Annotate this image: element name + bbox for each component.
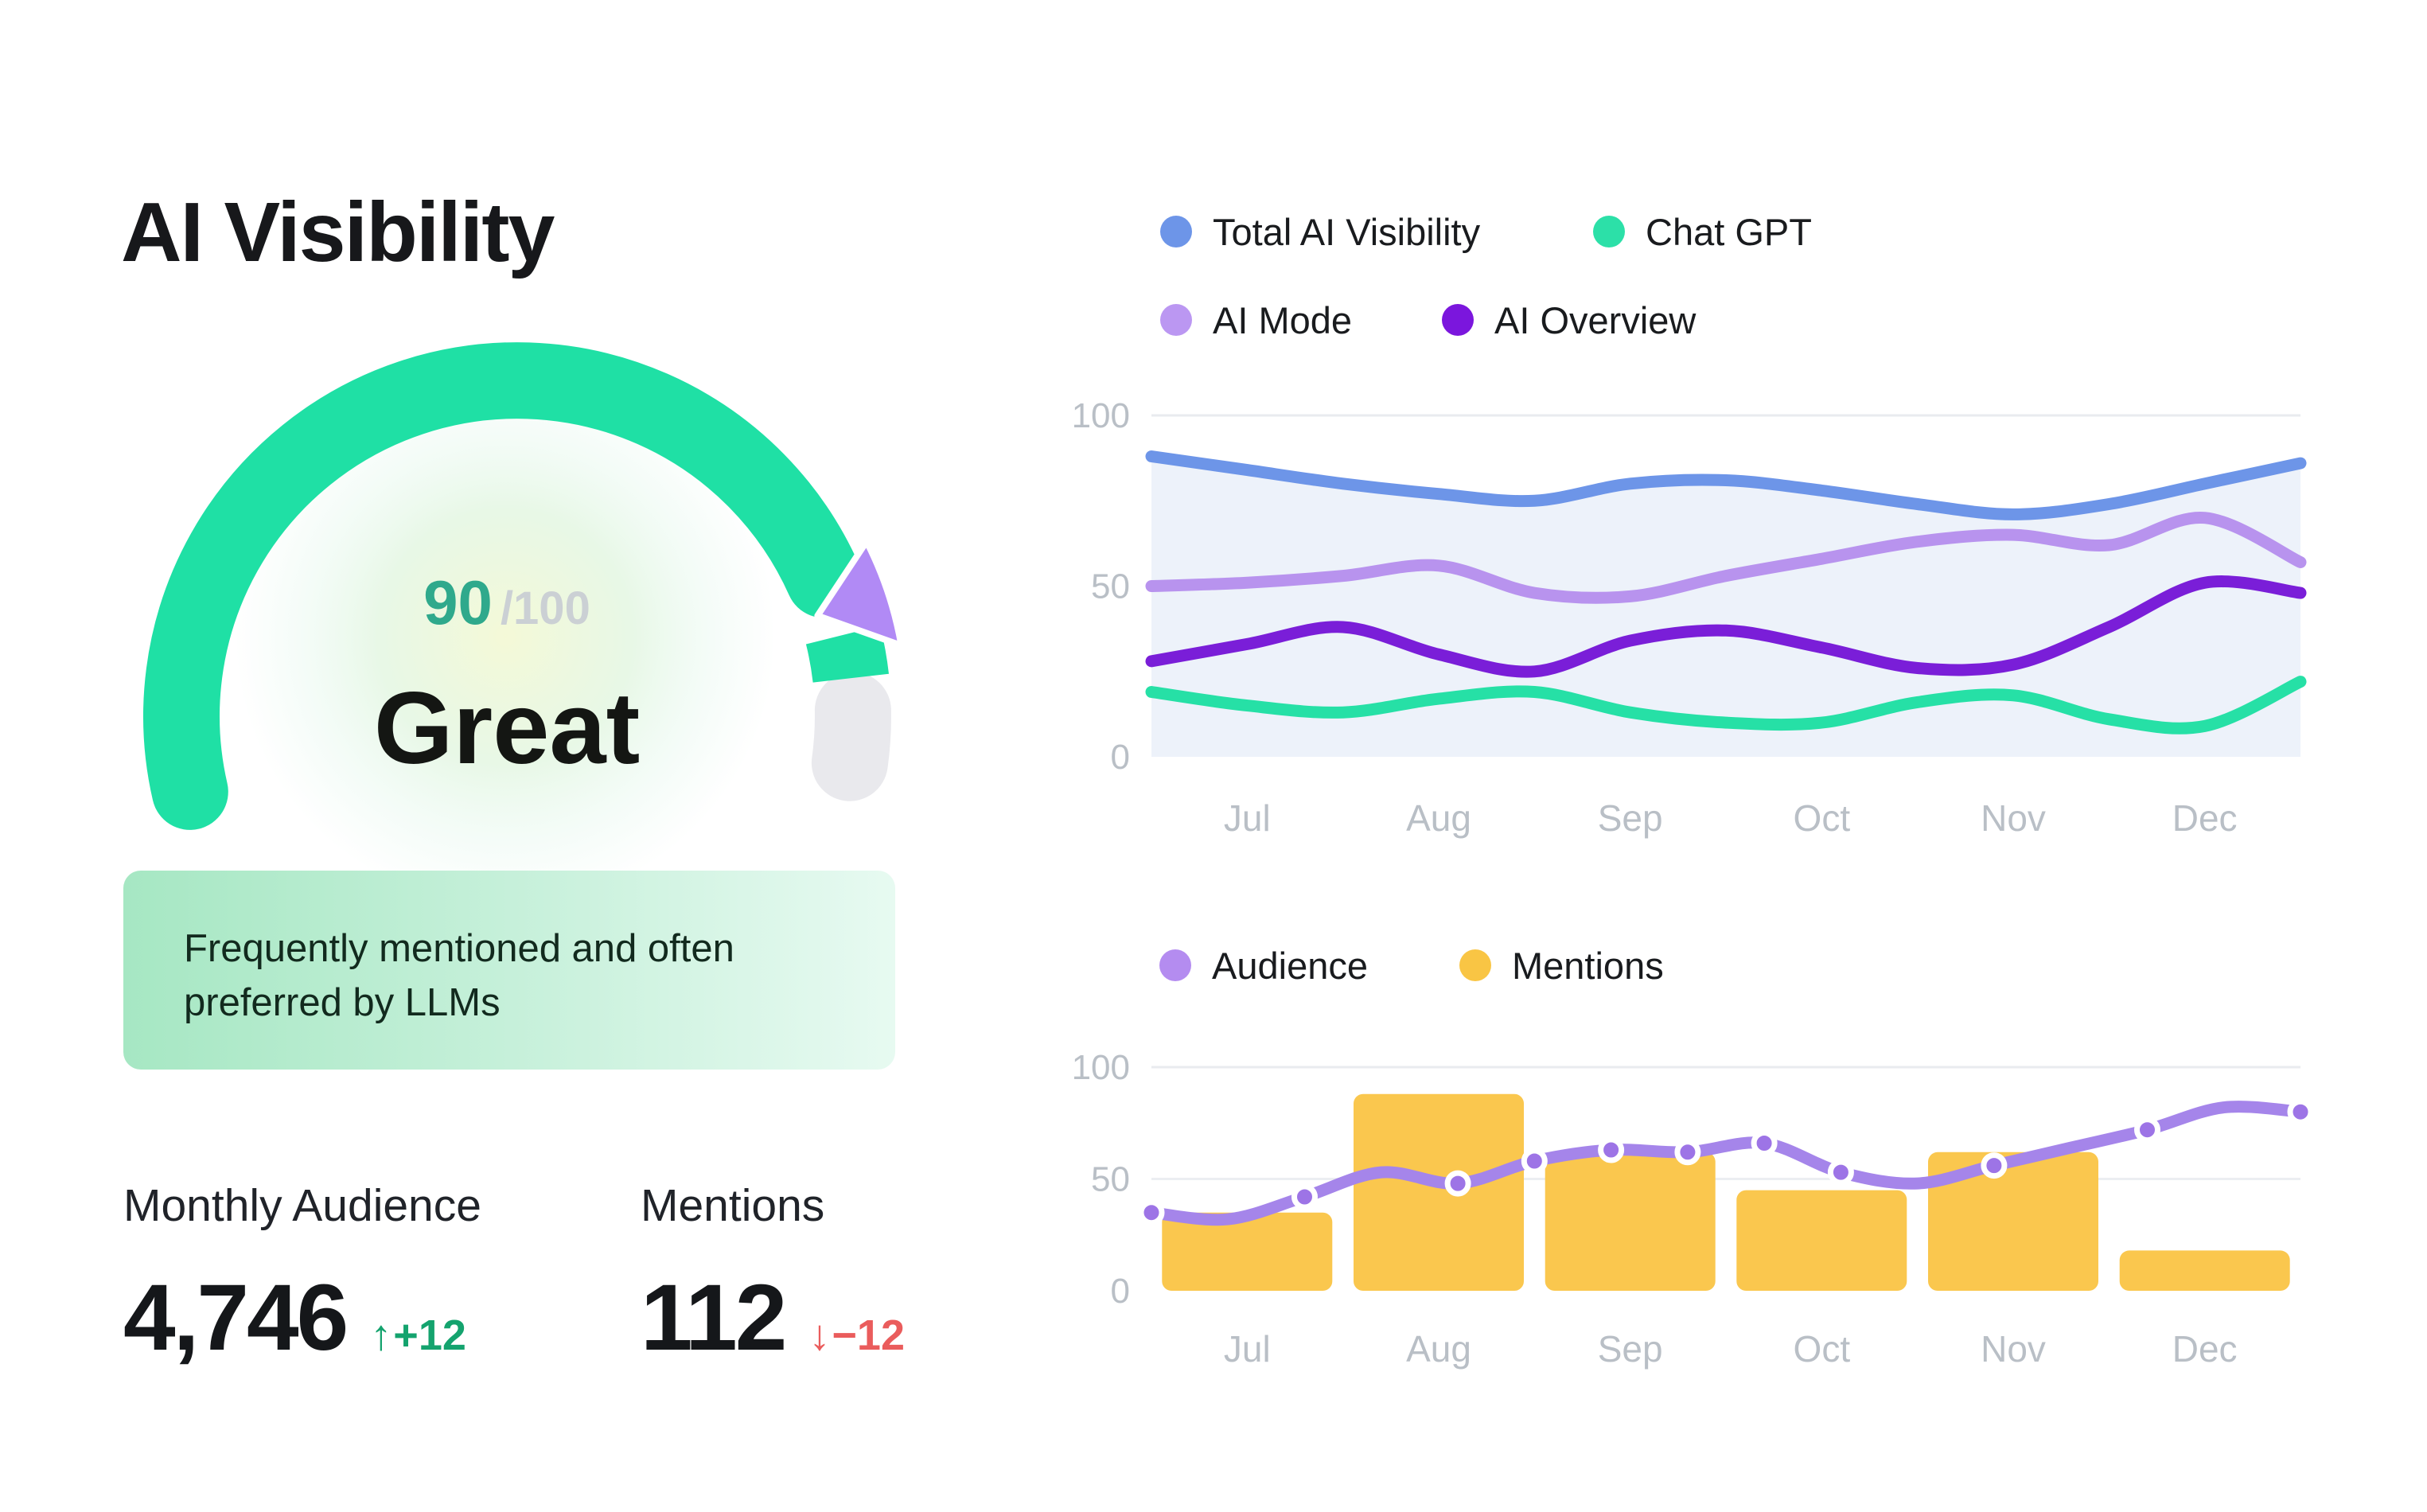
summary-note-line: Frequently mentioned and often [184,927,734,970]
legend-label: Total AI Visibility [1213,210,1481,253]
gauge-score-max: /100 [500,583,590,634]
stat-mentions: Mentions 112 ↓ −12 [641,1179,905,1372]
svg-text:Sep: Sep [1598,797,1663,839]
stat-monthly-audience: Monthly Audience 4,746 ↑ +12 [123,1179,481,1372]
legend-dot-icon [1442,304,1474,336]
svg-text:Aug: Aug [1406,797,1471,839]
svg-text:0: 0 [1111,738,1130,777]
legend-item-chat-gpt[interactable]: Chat GPT [1593,211,1812,253]
legend-item-audience[interactable]: Audience [1159,945,1368,987]
svg-text:100: 100 [1074,396,1130,435]
legend-item-total-ai-visibility[interactable]: Total AI Visibility [1160,211,1480,253]
legend-item-ai-overview[interactable]: AI Overview [1442,299,1696,341]
stat-label: Monthly Audience [123,1180,481,1231]
legend-label: Mentions [1512,944,1664,987]
gauge-rating: Great [373,672,641,785]
stat-value: 112 [641,1265,787,1370]
gauge-score-value: 90 [423,567,493,637]
svg-text:Oct: Oct [1794,797,1851,839]
arrow-down-icon: ↓ [808,1311,831,1359]
visibility-gauge [143,318,905,907]
svg-text:0: 0 [1111,1272,1130,1311]
svg-text:100: 100 [1074,1048,1130,1087]
svg-text:Nov: Nov [1981,1328,2046,1370]
legend-dot-icon [1160,216,1192,247]
stat-delta-value: −12 [832,1311,905,1359]
legend-dot-icon [1593,216,1625,247]
legend-dot-icon [1160,304,1192,336]
svg-text:Dec: Dec [2172,1328,2238,1370]
arrow-up-icon: ↑ [370,1311,392,1359]
summary-note: Frequently mentioned and often preferred… [123,871,895,1070]
svg-text:Sep: Sep [1598,1328,1663,1370]
legend-item-mentions[interactable]: Mentions [1459,945,1664,987]
svg-text:Nov: Nov [1981,797,2046,839]
svg-text:Oct: Oct [1794,1328,1851,1370]
svg-text:Aug: Aug [1406,1328,1471,1370]
stat-value: 4,746 [123,1265,349,1370]
summary-note-line: preferred by LLMs [184,981,501,1024]
svg-text:50: 50 [1091,1160,1130,1199]
stat-delta-value: +12 [393,1311,466,1359]
legend-dot-icon [1159,949,1191,981]
svg-text:50: 50 [1091,567,1130,606]
visibility-line-chart: 0 50 100 Jul Aug Sep Oct Nov Dec [1074,396,2307,839]
stat-label: Mentions [641,1180,825,1231]
page-title: AI Visibility [121,185,555,279]
svg-text:Jul: Jul [1224,1328,1271,1370]
legend-label: AI Mode [1213,298,1353,341]
legend-item-ai-mode[interactable]: AI Mode [1160,299,1352,341]
audience-mentions-chart: 0 50 100 Jul Aug Sep Oct Nov Dec [1074,1048,2314,1370]
legend-label: Chat GPT [1646,210,1812,253]
legend-dot-icon [1459,949,1491,981]
gauge-score: 90 /100 [423,567,590,639]
svg-text:Dec: Dec [2172,797,2238,839]
legend-label: Audience [1212,944,1368,987]
legend-label: AI Overview [1494,298,1697,341]
svg-text:Jul: Jul [1224,797,1271,839]
